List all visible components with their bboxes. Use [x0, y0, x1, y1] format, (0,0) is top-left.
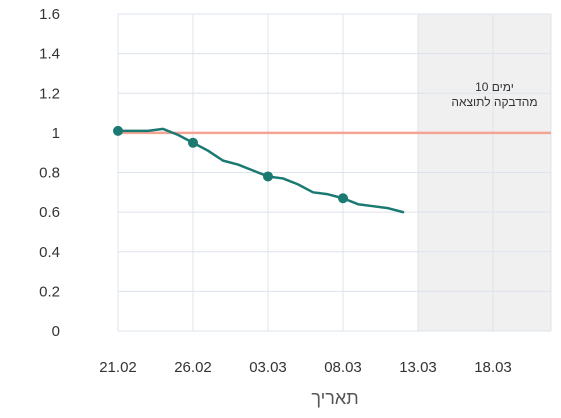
x-tick-label: 08.03 [324, 359, 362, 376]
y-tick-label: 1.2 [39, 85, 60, 102]
series-line [116, 127, 405, 214]
x-tick-label: 26.02 [174, 359, 212, 376]
annotation-text: מהדבקה לתוצאה [451, 95, 537, 109]
y-tick-label: 0.8 [39, 165, 60, 182]
x-tick-label: 13.03 [399, 359, 437, 376]
data-point-marker [113, 125, 123, 136]
x-tick-label: 21.02 [99, 359, 137, 376]
annotation-days: 10 ימים [475, 80, 514, 94]
x-tick-label: 18.03 [474, 359, 512, 376]
x-tick-label: 03.03 [249, 359, 287, 376]
y-tick-label: 0.2 [39, 283, 60, 300]
y-tick-label: 1.6 [39, 6, 60, 23]
y-tick-label: 1.4 [39, 46, 60, 63]
data-point-marker [188, 137, 198, 148]
x-axis-title: תאריך [311, 388, 358, 408]
y-tick-label: 1 [52, 125, 60, 142]
data-point-marker [263, 171, 273, 182]
y-tick-label: 0.6 [39, 204, 60, 221]
y-tick-label: 0.4 [39, 244, 60, 261]
data-point-marker [338, 193, 348, 204]
y-tick-label: 0 [52, 323, 60, 340]
